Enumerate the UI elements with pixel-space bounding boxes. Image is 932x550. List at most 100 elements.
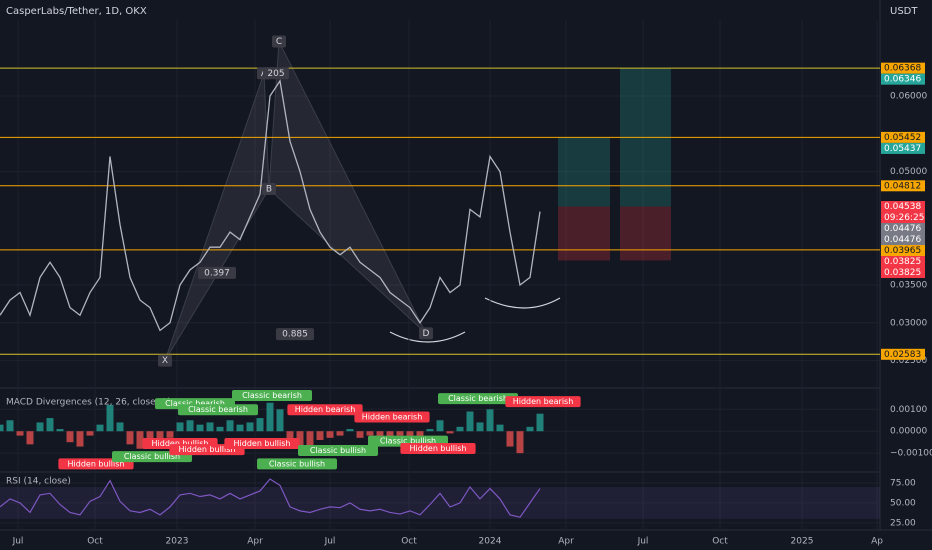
annotation: 0.885 [282, 330, 308, 340]
x-tick-label: 2024 [479, 537, 502, 547]
price-tag-label: 0.02583 [884, 350, 921, 360]
divergence-label-box [438, 393, 518, 405]
macd-bar [506, 431, 514, 447]
divergence-label: Classic bearish [448, 394, 508, 403]
price-tag-label: 0.05437 [884, 144, 921, 154]
price-tag-label: 0.03825 [884, 257, 921, 267]
annotation: B [266, 184, 272, 194]
price-tag-label: 0.03825 [884, 268, 921, 278]
grid [0, 20, 880, 530]
macd-bar [66, 431, 74, 443]
macd-bar [456, 426, 464, 432]
macd-bar [476, 422, 484, 432]
macd-bar [276, 409, 284, 432]
arc [484, 297, 561, 309]
x-tick-label: Apr [247, 537, 263, 547]
macd-bar [96, 424, 104, 432]
arc [389, 331, 466, 343]
divergence-label: Hidden bullish [152, 439, 209, 448]
y-tick-label: 25.00 [890, 518, 916, 528]
macd-bar [286, 431, 294, 440]
annotation-box [419, 327, 433, 340]
macd-bar [206, 422, 214, 432]
macd-bar [236, 424, 244, 432]
divergence-label-box [400, 443, 476, 455]
y-tick-label: 0.02500 [890, 356, 927, 366]
divergence-label-box [178, 404, 258, 416]
divergence-label-box [224, 437, 300, 449]
divergence-label: Classic bullish [310, 446, 366, 455]
pane-title: MACD Divergences (12, 26, close, 9) [6, 398, 171, 408]
annotation-box [158, 354, 172, 367]
x-tick-label: Jul [12, 537, 24, 547]
divergence-label: Hidden bullish [410, 444, 467, 453]
macd-bar [266, 402, 274, 432]
macd-bar [226, 420, 234, 432]
divergence-label-box [287, 404, 363, 416]
divergence-label-box [232, 390, 312, 402]
x-tick-label: 2025 [791, 537, 814, 547]
pattern [268, 39, 427, 334]
price-tag [881, 142, 925, 154]
price-tag-label: 0.04476 [884, 224, 921, 234]
divergence-label: Classic bullish [380, 437, 436, 446]
macd-bar [486, 409, 494, 432]
macd-bar [436, 420, 444, 432]
x-tick-label: Jul [637, 537, 649, 547]
macd-bar [56, 429, 64, 432]
price-tag [881, 348, 925, 360]
y-tick-label: −0.00100 [890, 449, 932, 459]
annotation: D [423, 329, 430, 339]
price-tag [881, 73, 925, 85]
macd-bar [496, 424, 504, 432]
y-tick-label: 0.05000 [890, 167, 927, 177]
macd-bar [126, 431, 134, 445]
countdown: 09:26:25 [884, 213, 924, 223]
macd-bar [256, 418, 264, 432]
annotation: X [162, 356, 168, 366]
divergence-label-box [257, 458, 337, 470]
price-line [0, 79, 541, 332]
macd-bar [396, 431, 404, 436]
pane-title: RSI (14, close) [6, 477, 71, 487]
macd-bar [466, 411, 474, 432]
annotation-box [272, 35, 286, 48]
macd-bar [536, 413, 544, 432]
divergence-label: Classic bearish [242, 391, 302, 400]
price-tag-label: 0.04812 [884, 181, 921, 191]
price-tag-label: 0.04538 [884, 202, 921, 212]
price-tag [881, 256, 925, 268]
divergence-label: Hidden bullish [179, 445, 236, 454]
price-tag [881, 223, 925, 235]
macd-bar [146, 431, 154, 440]
price-tag-label: 0.03965 [884, 246, 921, 256]
y-tick-label: 0.00000 [890, 427, 927, 437]
macd-bar [326, 431, 334, 438]
macd-bar [176, 422, 184, 432]
price-tag-label: 0.04476 [884, 235, 921, 245]
macd-bar [0, 424, 4, 432]
divergence-label: Classic bearish [165, 399, 225, 408]
x-tick-label: Apr [558, 537, 574, 547]
divergence-label: Classic bullish [269, 459, 325, 468]
stop-zone [558, 206, 610, 261]
macd-bar [16, 431, 24, 436]
rsi-band [0, 486, 880, 519]
macd-bar [336, 431, 344, 436]
macd-bar [526, 426, 534, 432]
macd-bar [406, 431, 414, 438]
macd-bar [446, 431, 454, 434]
target-zone [558, 137, 610, 207]
divergence-label: Hidden bearish [513, 397, 574, 406]
divergence-label-box [298, 445, 378, 456]
divergence-label: Hidden bullish [234, 439, 291, 448]
macd-bar [86, 431, 94, 436]
macd-bar [196, 424, 204, 432]
annotation-box [198, 266, 236, 279]
divergence-label: Hidden bearish [362, 412, 423, 421]
price-tag-label: 0.05452 [884, 133, 921, 143]
price-tag [881, 201, 925, 213]
macd-bar [76, 431, 84, 447]
y-tick-label: 0.06000 [890, 91, 927, 101]
